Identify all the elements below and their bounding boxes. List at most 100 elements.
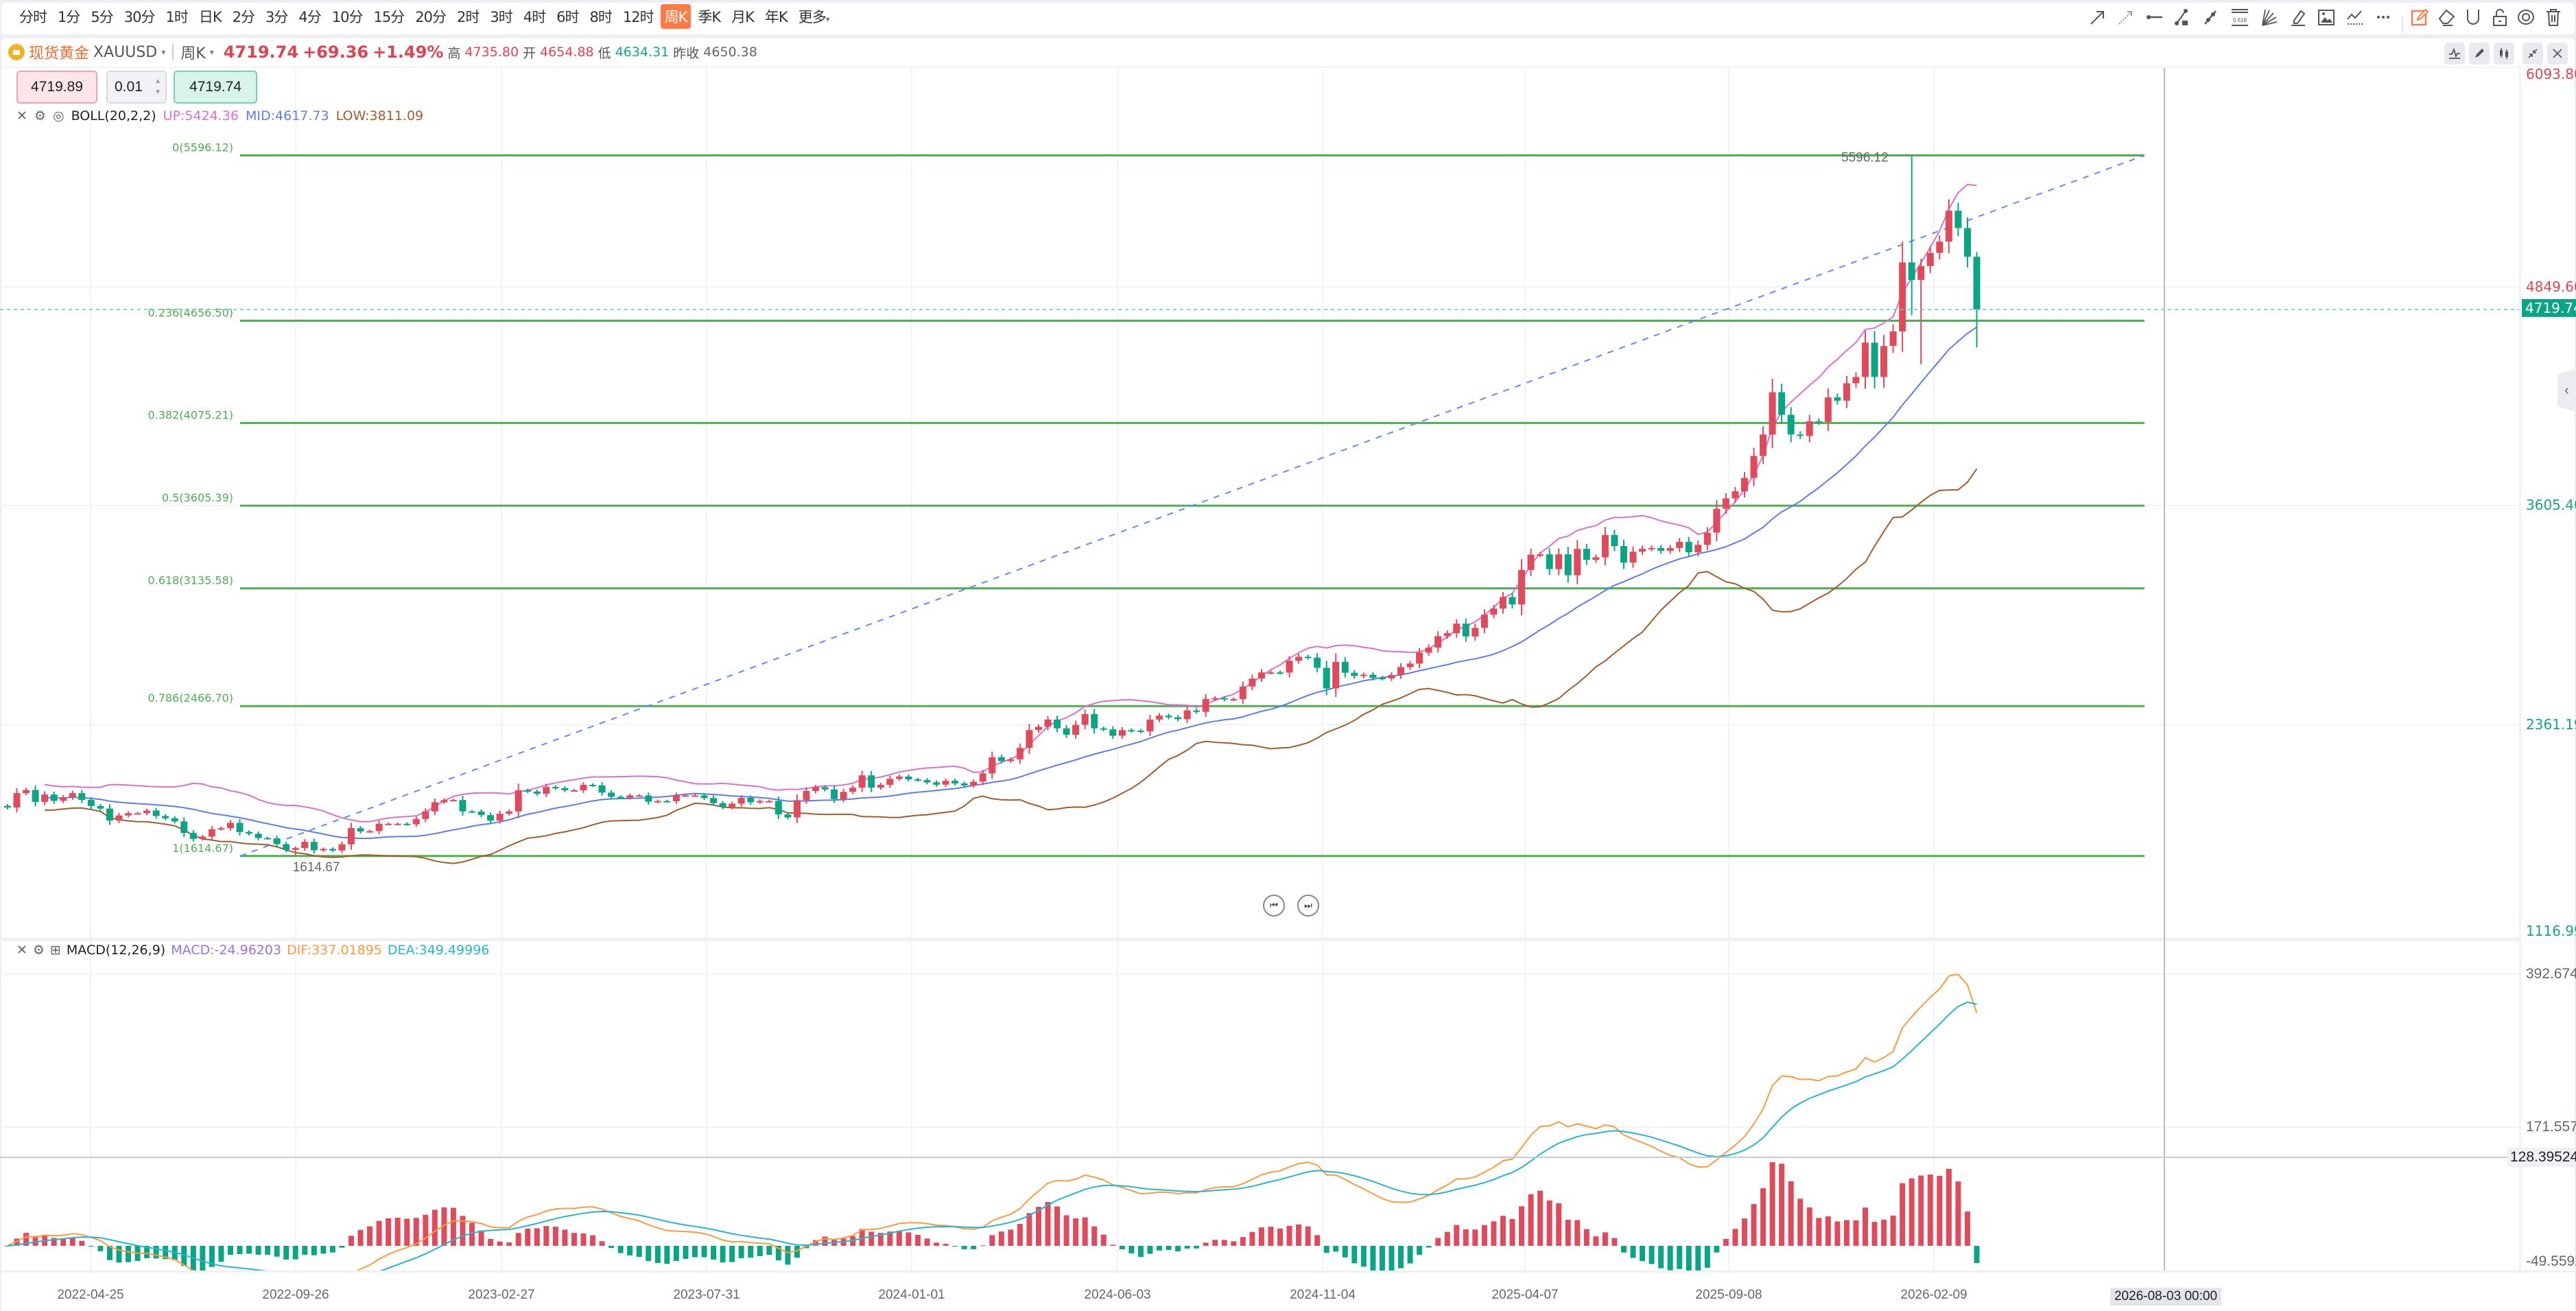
highlighter-icon[interactable] xyxy=(2288,7,2308,27)
fib-level-label: 0.382(4075.21) xyxy=(148,409,233,422)
macd-histogram-bar xyxy=(1351,1246,1358,1264)
period-30m[interactable]: 30分 xyxy=(123,9,156,25)
period-8h[interactable]: 8时 xyxy=(589,9,612,25)
period-fenshi[interactable]: 分时 xyxy=(19,9,47,25)
eraser-icon[interactable] xyxy=(2437,7,2457,27)
period-1m[interactable]: 1分 xyxy=(58,9,80,25)
macd-histogram-bar xyxy=(1454,1225,1460,1246)
magnet-icon[interactable] xyxy=(2463,7,2483,27)
period-10m[interactable]: 10分 xyxy=(331,9,364,25)
settings-icon[interactable]: ⚙ xyxy=(32,943,45,958)
indicator-button[interactable] xyxy=(2444,43,2465,64)
period-3h[interactable]: 3时 xyxy=(490,9,512,25)
candle-up xyxy=(812,787,819,792)
high-label: 高 xyxy=(447,45,461,61)
period-dropdown-icon[interactable]: ▾ xyxy=(209,47,214,57)
visibility-icon[interactable] xyxy=(2516,7,2536,27)
period-day[interactable]: 日K xyxy=(198,9,222,25)
trash-icon[interactable] xyxy=(2543,7,2564,27)
period-2m[interactable]: 2分 xyxy=(232,9,255,25)
symbol-code[interactable]: XAUUSD xyxy=(93,43,158,61)
candle-up xyxy=(449,800,457,802)
candle-up xyxy=(654,801,661,803)
settings-icon[interactable]: ⚙ xyxy=(34,108,46,123)
period-more-dropdown[interactable]: 更多▾ xyxy=(794,4,834,29)
candle-down xyxy=(171,818,178,822)
period-4m[interactable]: 4分 xyxy=(298,9,321,25)
fan-icon[interactable] xyxy=(2259,7,2280,27)
macd-histogram-bar xyxy=(1760,1188,1766,1246)
fibonacci-icon[interactable]: 0.618 xyxy=(2230,7,2250,27)
lot-size-stepper[interactable]: 0.01 ▲ ▼ xyxy=(106,71,167,104)
stepper-arrows-icon[interactable]: ▲ ▼ xyxy=(154,78,161,96)
candle-up xyxy=(1081,713,1089,725)
period-6h[interactable]: 6时 xyxy=(556,9,579,25)
symbol-name[interactable]: 现货黄金 xyxy=(29,45,90,62)
macd-histogram-bar xyxy=(859,1229,865,1246)
parallel-channel-icon[interactable] xyxy=(2200,7,2221,27)
visibility-icon[interactable]: ◎ xyxy=(52,108,64,123)
candle-up xyxy=(375,823,383,831)
candle-up xyxy=(1824,397,1832,422)
macd-histogram-bar xyxy=(386,1218,392,1246)
polyline-icon[interactable] xyxy=(2345,7,2365,27)
candle-up xyxy=(1880,346,1888,377)
period-4h[interactable]: 4时 xyxy=(523,9,546,25)
macd-histogram-bar xyxy=(1686,1246,1692,1271)
horizontal-segment-icon[interactable] xyxy=(2144,7,2165,27)
macd-histogram-bar xyxy=(329,1246,335,1253)
close-chart-button[interactable] xyxy=(2547,43,2568,64)
macd-histogram-bar xyxy=(209,1246,215,1267)
skip-back-icon: ⏮ xyxy=(1270,900,1278,910)
candle-up xyxy=(1750,456,1758,478)
period-20m[interactable]: 20分 xyxy=(415,9,447,25)
sell-price-button[interactable]: 4719.89 xyxy=(16,71,97,104)
macd-histogram-bar xyxy=(413,1218,419,1246)
period-quarter[interactable]: 季K xyxy=(698,9,721,25)
jump-start-button[interactable]: ⏮ xyxy=(1263,895,1285,917)
image-icon[interactable] xyxy=(2316,7,2337,27)
candle-down xyxy=(50,794,58,801)
macd-histogram-bar xyxy=(1556,1203,1562,1246)
macd-histogram-bar xyxy=(1853,1220,1859,1246)
arrow-line-icon[interactable] xyxy=(2087,7,2107,27)
period-2h[interactable]: 2时 xyxy=(456,9,480,25)
chart-type-button[interactable] xyxy=(2494,43,2514,64)
period-week[interactable]: 周K xyxy=(660,4,692,29)
macd-histogram-bar xyxy=(172,1246,178,1261)
close-indicator-icon[interactable]: ✕ xyxy=(16,108,27,123)
macd-histogram-bar xyxy=(1268,1227,1274,1246)
more-icon[interactable] xyxy=(2373,7,2394,27)
candle-down xyxy=(598,785,606,793)
draw-button[interactable] xyxy=(2469,43,2490,64)
candle-up xyxy=(23,790,30,794)
side-panel-toggle[interactable]: ‹ xyxy=(2557,369,2576,412)
jump-end-button[interactable]: ⏭ xyxy=(1297,895,1319,917)
candle-down xyxy=(106,808,113,821)
segment-endpoint-icon[interactable] xyxy=(2172,7,2193,27)
dashed-ray-icon[interactable] xyxy=(2115,7,2136,27)
buy-price-button[interactable]: 4719.74 xyxy=(174,71,257,104)
collapse-button[interactable] xyxy=(2522,43,2543,64)
header-divider xyxy=(0,67,2519,68)
boll-upper-line xyxy=(45,183,1977,823)
macd-histogram-bar xyxy=(534,1228,540,1246)
expand-icon[interactable]: ⊞ xyxy=(49,943,61,958)
draw-mode-icon[interactable] xyxy=(2409,7,2430,27)
candle-up xyxy=(1601,534,1609,558)
close-indicator-icon[interactable]: ✕ xyxy=(16,943,27,958)
period-15m[interactable]: 15分 xyxy=(373,9,405,25)
period-3m[interactable]: 3分 xyxy=(265,9,288,25)
macd-histogram-bar xyxy=(1537,1190,1544,1246)
period-month[interactable]: 月K xyxy=(731,9,755,25)
period-year[interactable]: 年K xyxy=(764,9,788,25)
period-1h[interactable]: 1时 xyxy=(165,9,188,25)
boll-middle-line xyxy=(45,326,1978,840)
period-5m[interactable]: 5分 xyxy=(91,9,113,25)
lot-size-value: 0.01 xyxy=(115,79,143,95)
period-12h[interactable]: 12时 xyxy=(622,9,654,25)
symbol-dropdown-icon[interactable]: ▾ xyxy=(161,47,166,57)
period-dropdown[interactable]: 周K xyxy=(180,45,206,62)
unlock-icon[interactable] xyxy=(2490,7,2510,27)
